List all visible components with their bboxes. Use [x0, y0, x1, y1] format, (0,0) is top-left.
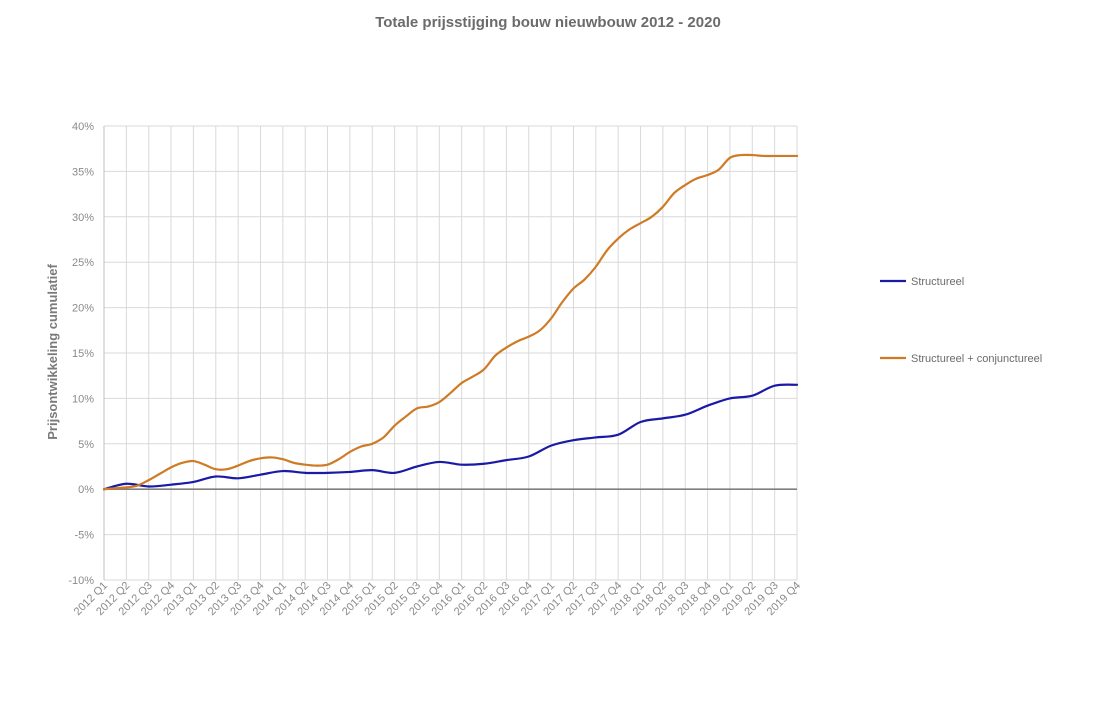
y-tick-label: 10%	[72, 393, 94, 405]
tick-labels: -10%-5%0%5%10%15%20%25%30%35%40%2012 Q12…	[68, 121, 803, 618]
y-tick-label: -5%	[74, 530, 94, 542]
legend: Structureel Structureel + conjunctureel	[880, 276, 1042, 365]
y-tick-label: 5%	[78, 439, 94, 451]
legend-label-2: Structureel + conjunctureel	[911, 353, 1042, 365]
axes	[103, 126, 797, 580]
y-tick-label: -10%	[68, 575, 94, 587]
y-tick-label: 30%	[72, 212, 94, 224]
y-tick-label: 15%	[72, 348, 94, 360]
series-line-2	[102, 153, 799, 491]
y-tick-label: 0%	[78, 484, 94, 496]
y-tick-label: 40%	[72, 121, 94, 133]
chart-title: Totale prijsstijging bouw nieuwbouw 2012…	[375, 14, 721, 31]
series-line-1	[102, 383, 799, 491]
y-tick-label: 35%	[72, 166, 94, 178]
series-lines	[102, 153, 799, 491]
y-tick-label: 25%	[72, 257, 94, 269]
y-tick-label: 20%	[72, 303, 94, 315]
grid	[103, 125, 798, 581]
y-axis-label: Prijsontwikkeling cumulatief	[45, 264, 60, 440]
legend-label-1: Structureel	[911, 276, 964, 288]
